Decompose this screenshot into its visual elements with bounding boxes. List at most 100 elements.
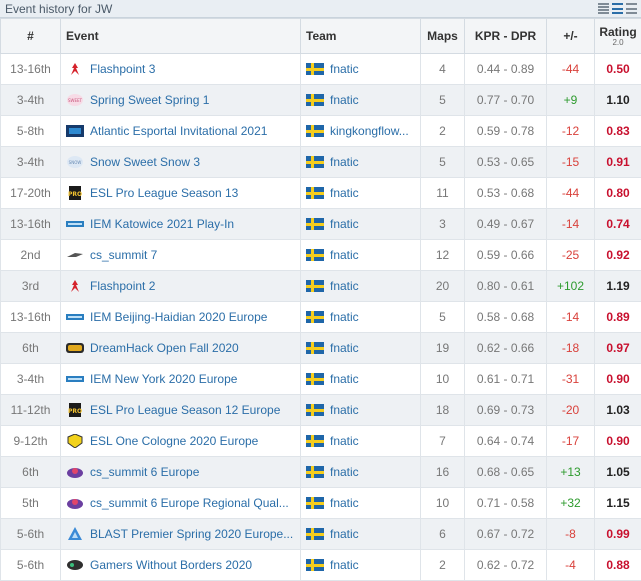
expanded-list-view-icon[interactable] xyxy=(626,3,637,14)
table-row[interactable]: 5th cs_summit 6 Europe Regional Qual... fn… xyxy=(0,487,641,519)
team-name-link[interactable]: fnatic xyxy=(330,248,359,262)
team-cell[interactable]: fnatic xyxy=(300,208,421,240)
event-name-link[interactable]: Atlantic Esportal Invitational 2021 xyxy=(90,124,268,138)
event-cell[interactable]: SNOW Snow Sweet Snow 3 xyxy=(60,146,301,178)
event-cell[interactable]: DreamHack Open Fall 2020 xyxy=(60,332,301,364)
event-cell[interactable]: ESL One Cologne 2020 Europe xyxy=(60,425,301,457)
team-name-link[interactable]: kingkongflow... xyxy=(330,124,409,138)
table-row[interactable]: 3-4th SWEET Spring Sweet Spring 1 fnatic 5 0.… xyxy=(0,84,641,116)
col-header-team[interactable]: Team xyxy=(300,18,421,54)
sweden-flag-icon xyxy=(306,435,324,447)
event-cell[interactable]: IEM Katowice 2021 Play-In xyxy=(60,208,301,240)
col-header-rating[interactable]: Rating 2.0 xyxy=(594,18,641,54)
event-name-link[interactable]: BLAST Premier Spring 2020 Europe... xyxy=(90,527,294,541)
team-cell[interactable]: fnatic xyxy=(300,53,421,85)
team-cell[interactable]: fnatic xyxy=(300,487,421,519)
table-row[interactable]: 17-20th PRO ESL Pro League Season 13 fnatic… xyxy=(0,177,641,209)
team-name-link[interactable]: fnatic xyxy=(330,155,359,169)
event-name-link[interactable]: Spring Sweet Spring 1 xyxy=(90,93,210,107)
event-name-link[interactable]: ESL Pro League Season 12 Europe xyxy=(90,403,281,417)
event-name-link[interactable]: Flashpoint 3 xyxy=(90,62,156,76)
table-row[interactable]: 13-16th IEM Katowice 2021 Play-In fnatic 3 0… xyxy=(0,208,641,240)
team-cell[interactable]: fnatic xyxy=(300,301,421,333)
table-row[interactable]: 2nd cs_summit 7 fnatic 12 0.59 - 0.66 -25 0.92 xyxy=(0,239,641,271)
col-header-kpr-dpr[interactable]: KPR - DPR xyxy=(464,18,547,54)
event-cell[interactable]: Flashpoint 2 xyxy=(60,270,301,302)
event-name-link[interactable]: cs_summit 6 Europe xyxy=(90,465,200,479)
team-cell[interactable]: fnatic xyxy=(300,270,421,302)
event-cell[interactable]: PRO ESL Pro League Season 13 xyxy=(60,177,301,209)
team-name-link[interactable]: fnatic xyxy=(330,496,359,510)
table-row[interactable]: 13-16th Flashpoint 3 fnatic 4 0.44 - 0.89 -44… xyxy=(0,53,641,85)
table-row[interactable]: 3-4th IEM New York 2020 Europe fnatic 10 0.6… xyxy=(0,363,641,395)
event-name-link[interactable]: IEM New York 2020 Europe xyxy=(90,372,238,386)
event-cell[interactable]: Flashpoint 3 xyxy=(60,53,301,85)
event-cell[interactable]: cs_summit 6 Europe Regional Qual... xyxy=(60,487,301,519)
team-cell[interactable]: fnatic xyxy=(300,425,421,457)
event-cell[interactable]: SWEET Spring Sweet Spring 1 xyxy=(60,84,301,116)
diff-cell: -44 xyxy=(546,53,595,85)
table-row[interactable]: 13-16th IEM Beijing-Haidian 2020 Europe fn… xyxy=(0,301,641,333)
team-cell[interactable]: fnatic xyxy=(300,518,421,550)
col-header-event[interactable]: Event xyxy=(60,18,301,54)
event-name-link[interactable]: ESL Pro League Season 13 xyxy=(90,186,239,200)
col-header-place[interactable]: # xyxy=(0,18,61,54)
team-cell[interactable]: fnatic xyxy=(300,456,421,488)
event-name-link[interactable]: IEM Katowice 2021 Play-In xyxy=(90,217,235,231)
team-name-link[interactable]: fnatic xyxy=(330,558,359,572)
team-cell[interactable]: fnatic xyxy=(300,363,421,395)
team-name-link[interactable]: fnatic xyxy=(330,434,359,448)
table-row[interactable]: 6th DreamHack Open Fall 2020 fnatic 19 0.62 … xyxy=(0,332,641,364)
col-header-diff[interactable]: +/- xyxy=(546,18,595,54)
event-cell[interactable]: cs_summit 7 xyxy=(60,239,301,271)
event-name-link[interactable]: Flashpoint 2 xyxy=(90,279,156,293)
list-view-icon[interactable] xyxy=(612,3,623,14)
event-name-link[interactable]: ESL One Cologne 2020 Europe xyxy=(90,434,259,448)
table-row[interactable]: 5-6th Gamers Without Borders 2020 fnatic 2 0… xyxy=(0,549,641,581)
event-cell[interactable]: BLAST Premier Spring 2020 Europe... xyxy=(60,518,301,550)
team-cell[interactable]: fnatic xyxy=(300,394,421,426)
team-name-link[interactable]: fnatic xyxy=(330,527,359,541)
event-cell[interactable]: IEM New York 2020 Europe xyxy=(60,363,301,395)
table-row[interactable]: 5-8th Atlantic Esportal Invitational 2021… xyxy=(0,115,641,147)
event-name-link[interactable]: DreamHack Open Fall 2020 xyxy=(90,341,239,355)
compact-list-view-icon[interactable] xyxy=(598,3,609,14)
team-name-link[interactable]: fnatic xyxy=(330,62,359,76)
event-name-link[interactable]: cs_summit 7 xyxy=(90,248,158,262)
panel-title: Event history for JW xyxy=(5,1,113,16)
team-name-link[interactable]: fnatic xyxy=(330,341,359,355)
team-cell[interactable]: fnatic xyxy=(300,146,421,178)
event-cell[interactable]: Atlantic Esportal Invitational 2021 xyxy=(60,115,301,147)
col-header-maps[interactable]: Maps xyxy=(420,18,465,54)
team-name-link[interactable]: fnatic xyxy=(330,279,359,293)
table-row[interactable]: 6th cs_summit 6 Europe fnatic 16 0.68 - 0.65… xyxy=(0,456,641,488)
team-name-link[interactable]: fnatic xyxy=(330,372,359,386)
team-name-link[interactable]: fnatic xyxy=(330,93,359,107)
table-row[interactable]: 9-12th ESL One Cologne 2020 Europe fnatic 7… xyxy=(0,425,641,457)
table-row[interactable]: 5-6th BLAST Premier Spring 2020 Europe...… xyxy=(0,518,641,550)
team-cell[interactable]: fnatic xyxy=(300,549,421,581)
team-name-link[interactable]: fnatic xyxy=(330,186,359,200)
team-name-link[interactable]: fnatic xyxy=(330,465,359,479)
event-cell[interactable]: IEM Beijing-Haidian 2020 Europe xyxy=(60,301,301,333)
event-name-link[interactable]: Gamers Without Borders 2020 xyxy=(90,558,253,572)
kpr-dpr-cell: 0.59 - 0.66 xyxy=(464,239,547,271)
table-row[interactable]: 11-12th PRO ESL Pro League Season 12 Europ… xyxy=(0,394,641,426)
event-cell[interactable]: cs_summit 6 Europe xyxy=(60,456,301,488)
event-name-link[interactable]: cs_summit 6 Europe Regional Qual... xyxy=(90,496,289,510)
table-row[interactable]: 3rd Flashpoint 2 fnatic 20 0.80 - 0.61 +102 1.… xyxy=(0,270,641,302)
event-name-link[interactable]: IEM Beijing-Haidian 2020 Europe xyxy=(90,310,268,324)
team-name-link[interactable]: fnatic xyxy=(330,217,359,231)
team-cell[interactable]: fnatic xyxy=(300,84,421,116)
diff-cell: -44 xyxy=(546,177,595,209)
event-cell[interactable]: Gamers Without Borders 2020 xyxy=(60,549,301,581)
table-row[interactable]: 3-4th SNOW Snow Sweet Snow 3 fnatic 5 0.53 - … xyxy=(0,146,641,178)
team-name-link[interactable]: fnatic xyxy=(330,403,359,417)
team-cell[interactable]: fnatic xyxy=(300,239,421,271)
team-cell[interactable]: fnatic xyxy=(300,332,421,364)
event-name-link[interactable]: Snow Sweet Snow 3 xyxy=(90,155,201,169)
team-cell[interactable]: fnatic xyxy=(300,177,421,209)
team-name-link[interactable]: fnatic xyxy=(330,310,359,324)
team-cell[interactable]: kingkongflow... xyxy=(300,115,421,147)
event-cell[interactable]: PRO ESL Pro League Season 12 Europe xyxy=(60,394,301,426)
